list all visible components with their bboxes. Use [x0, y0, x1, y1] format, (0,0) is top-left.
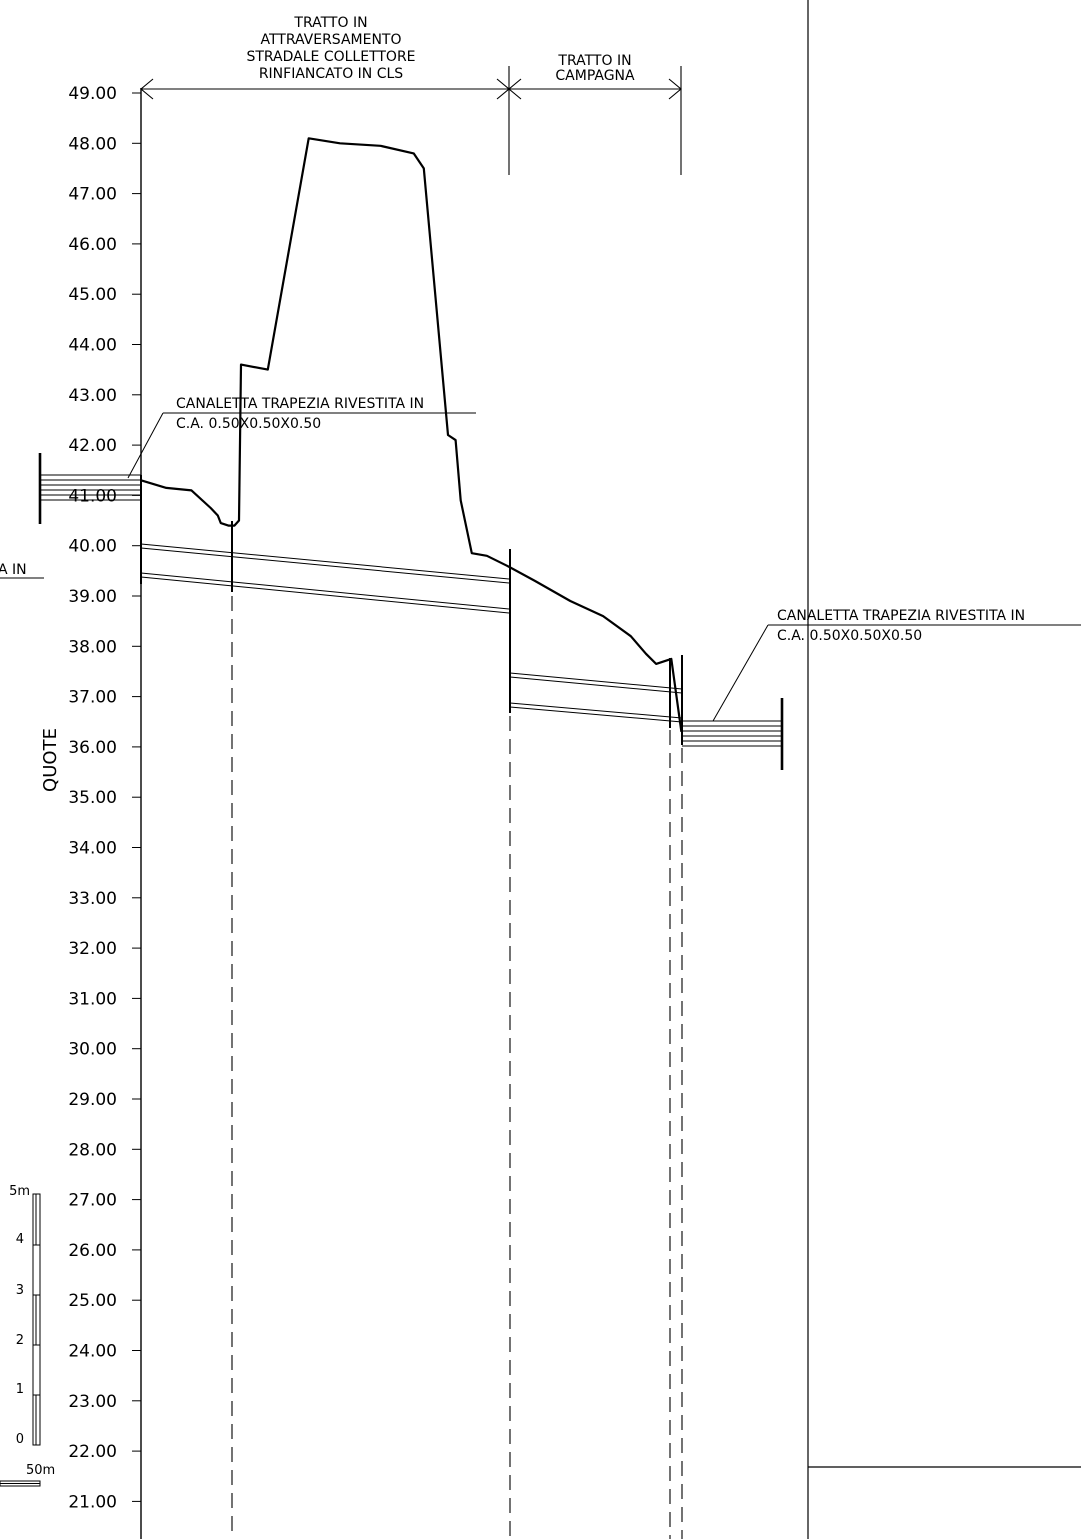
- elevation-tick-labels: 49.00 48.00 47.00 46.00 45.00 44.00 43.00 42.00…: [68, 84, 117, 1512]
- left-annotation-leader: [127, 412, 164, 479]
- elevation-tick-label: 27.00: [68, 1191, 117, 1211]
- scale-label-5m: 5m: [9, 1184, 30, 1199]
- pipe-bottom-2a: [509, 702, 683, 719]
- ground-profile-line: [140, 137, 683, 732]
- pipe-top-1a: [140, 543, 510, 580]
- elevation-tick-label: 26.00: [68, 1241, 117, 1261]
- left-annotation-line2: C.A. 0.50X0.50X0.50: [176, 416, 321, 432]
- section-road-crossing: TRATTO IN ATTRAVERSAMENTO STRADALE COLLE…: [246, 15, 415, 82]
- elevation-tick-label: 23.00: [68, 1392, 117, 1412]
- elevation-tick-label: 30.00: [68, 1040, 117, 1060]
- collector-pipe: [140, 543, 683, 723]
- elevation-tick-label: 32.00: [68, 939, 117, 959]
- section-road-crossing-line4: RINFIANCATO IN CLS: [259, 66, 403, 82]
- elevation-tick-marks: [132, 92, 141, 1502]
- section-countryside-line1: TRATTO IN: [557, 53, 631, 69]
- section-road-crossing-line1: TRATTO IN: [293, 15, 367, 31]
- elevation-tick-label: 45.00: [68, 285, 117, 305]
- pipe-top-2b: [509, 676, 683, 694]
- elevation-tick-label: 29.00: [68, 1090, 117, 1110]
- scale-label-2: 2: [16, 1333, 24, 1348]
- elevation-tick-label: 31.00: [68, 989, 117, 1009]
- right-channel-hatch: [682, 698, 784, 770]
- arrow-left-road: [140, 78, 154, 100]
- elevation-tick-label: 42.00: [68, 436, 117, 456]
- elevation-tick-label: 38.00: [68, 637, 117, 657]
- elevation-tick-label: 46.00: [68, 235, 117, 255]
- elevation-tick-label: 47.00: [68, 185, 117, 205]
- elevation-tick-label: 37.00: [68, 688, 117, 708]
- pipe-top-2a: [509, 672, 683, 690]
- section-road-crossing-line2: ATTRAVERSAMENTO: [260, 32, 401, 48]
- pipe-bottom-2b: [509, 706, 683, 723]
- elevation-tick-label: 48.00: [68, 134, 117, 154]
- scale-label-1: 1: [16, 1382, 24, 1397]
- dimension-lines: [140, 66, 682, 175]
- elevation-tick-label: 49.00: [68, 84, 117, 104]
- right-annotation-line1: CANALETTA TRAPEZIA RIVESTITA IN: [777, 608, 1025, 624]
- elevation-tick-label: 36.00: [68, 738, 117, 758]
- elevation-tick-label: 22.00: [68, 1442, 117, 1462]
- scale-label-3: 3: [16, 1283, 24, 1298]
- scale-label-0: 0: [16, 1432, 24, 1447]
- elevation-tick-label: 41.00: [68, 486, 117, 506]
- pipe-bottom-1a: [140, 572, 510, 610]
- elevation-tick-label: 25.00: [68, 1291, 117, 1311]
- pipe-bottom-1b: [140, 576, 510, 614]
- scale-label-50m: 50m: [26, 1463, 55, 1478]
- elevation-tick-label: 40.00: [68, 537, 117, 557]
- left-channel-hatch: [38, 453, 141, 524]
- cut-label-text: A IN: [0, 562, 27, 578]
- axis-title: QUOTE: [40, 728, 61, 792]
- left-channel-annotation: CANALETTA TRAPEZIA RIVESTITA IN C.A. 0.5…: [127, 396, 476, 479]
- elevation-tick-label: 35.00: [68, 788, 117, 808]
- elevation-tick-label: 39.00: [68, 587, 117, 607]
- elevation-tick-label: 28.00: [68, 1140, 117, 1160]
- section-countryside: TRATTO IN CAMPAGNA: [555, 53, 635, 84]
- elevation-tick-label: 34.00: [68, 839, 117, 859]
- section-road-crossing-line3: STRADALE COLLETTORE: [246, 49, 415, 65]
- right-channel-annotation: CANALETTA TRAPEZIA RIVESTITA IN C.A. 0.5…: [712, 608, 1081, 722]
- elevation-tick-label: 33.00: [68, 889, 117, 909]
- elevation-tick-label: 43.00: [68, 386, 117, 406]
- scale-label-4: 4: [16, 1232, 24, 1247]
- right-annotation-line2: C.A. 0.50X0.50X0.50: [777, 628, 922, 644]
- elevation-tick-label: 21.00: [68, 1492, 117, 1512]
- pipe-top-1b: [140, 547, 510, 584]
- graphic-scale-bar: 5m 4 3 2 1 0 50m: [0, 1184, 55, 1487]
- left-annotation-line1: CANALETTA TRAPEZIA RIVESTITA IN: [176, 396, 424, 412]
- cut-label: A IN: [0, 562, 44, 579]
- right-annotation-leader: [712, 624, 769, 722]
- elevation-tick-label: 44.00: [68, 336, 117, 356]
- structure-verticals: [140, 475, 683, 745]
- section-countryside-line2: CAMPAGNA: [555, 68, 635, 84]
- elevation-tick-label: 24.00: [68, 1342, 117, 1362]
- projection-lines: [231, 596, 683, 1539]
